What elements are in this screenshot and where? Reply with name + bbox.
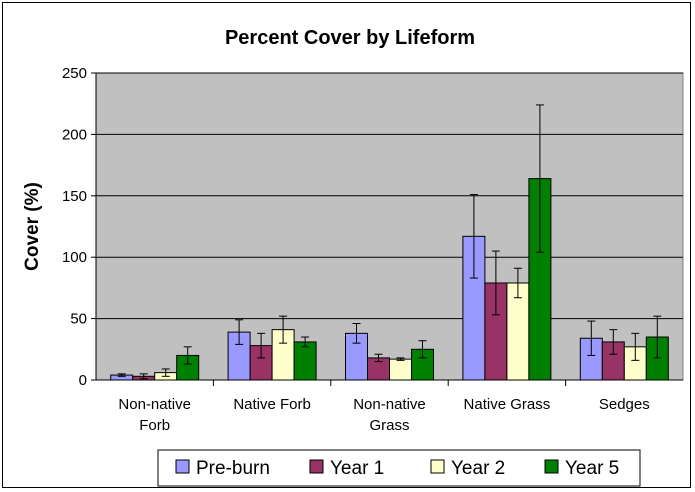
bar-year-2 [389,358,412,381]
x-category-label: Sedges [599,396,650,413]
legend: Pre-burn Year 1 Year 2 Year 5 [157,449,641,487]
chart-title: Percent Cover by Lifeform [225,27,475,49]
legend-swatch-pre-burn [175,459,190,474]
y-axis-label: Cover (%) [22,182,43,271]
legend-label: Year 5 [565,458,619,479]
x-category-label: Forb [139,417,170,434]
legend-swatch-year-5 [544,459,559,474]
legend-label: Year 1 [330,458,384,479]
y-tick-label: 0 [79,372,87,389]
bar-year-5 [293,341,317,381]
legend-swatch-year-2 [430,459,445,474]
y-tick-label: 100 [62,249,87,266]
y-tick-label: 150 [62,188,87,205]
legend-label: Year 2 [451,458,505,479]
x-category-label: Non-native [353,396,426,413]
legend-label: Pre-burn [196,458,270,479]
y-tick-label: 50 [70,311,87,328]
plot-area [95,72,684,381]
x-category-label: Native Grass [464,396,551,413]
legend-box [157,449,641,487]
x-category-label: Non-native [118,396,191,413]
x-category-label: Native Forb [233,396,311,413]
x-category-label: Grass [369,417,409,434]
y-tick-label: 200 [62,126,87,143]
y-tick-label: 250 [62,65,87,82]
legend-swatch-year-1 [309,459,324,474]
